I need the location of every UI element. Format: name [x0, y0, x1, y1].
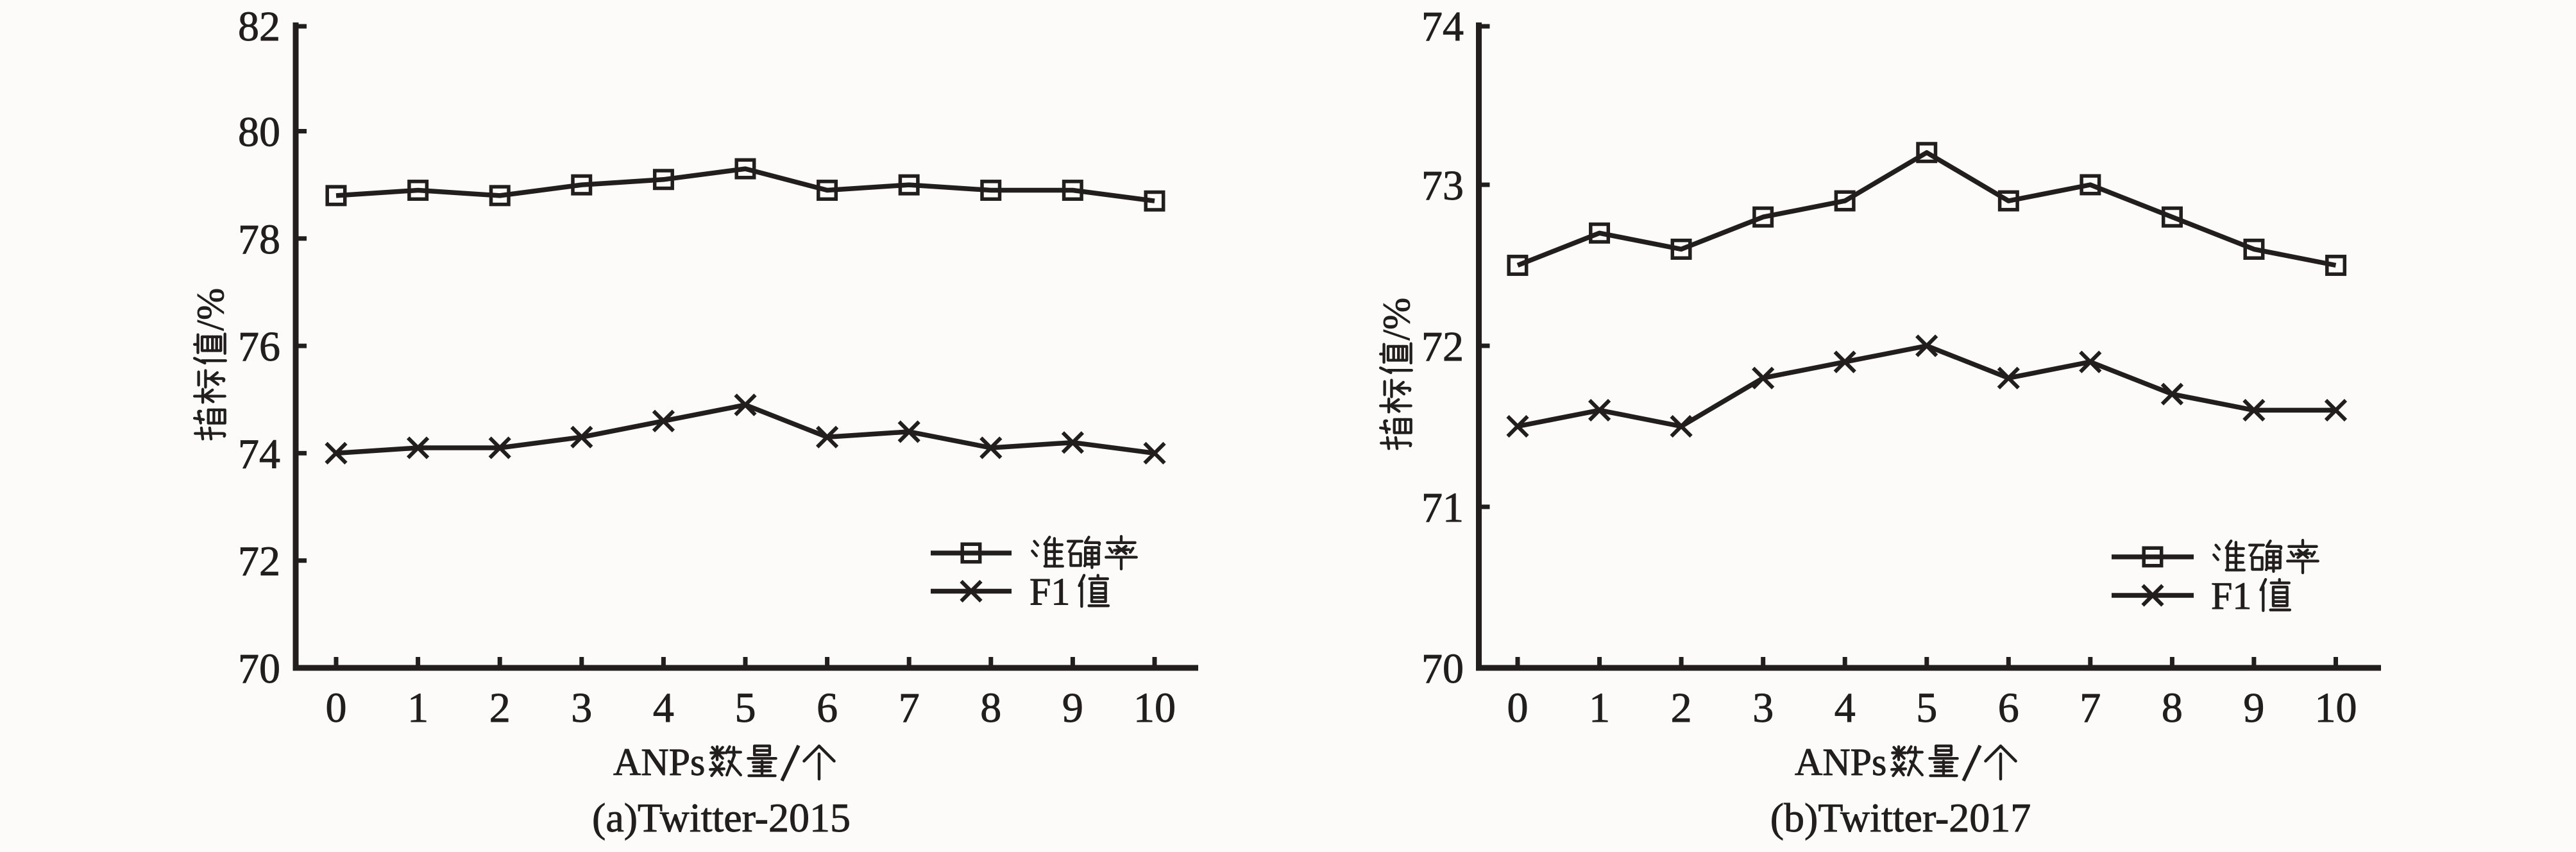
svg-text:4: 4: [1835, 685, 1856, 731]
svg-text:82: 82: [238, 3, 280, 50]
svg-text:8: 8: [2162, 685, 2183, 731]
svg-text:71: 71: [1421, 484, 1464, 531]
svg-text:0: 0: [1507, 685, 1529, 731]
svg-text:72: 72: [238, 538, 280, 585]
svg-text:(b)Twitter-2017: (b)Twitter-2017: [1770, 795, 2031, 840]
svg-text:ANPs: ANPs: [613, 741, 705, 783]
svg-text:4: 4: [653, 685, 674, 731]
svg-text:9: 9: [1062, 685, 1083, 731]
svg-text:2: 2: [1671, 685, 1692, 731]
svg-text:2: 2: [489, 685, 511, 731]
svg-text:F1: F1: [2211, 575, 2251, 617]
svg-text:3: 3: [571, 685, 592, 731]
svg-text:78: 78: [238, 216, 280, 263]
svg-text:72: 72: [1421, 323, 1464, 370]
svg-text:70: 70: [238, 645, 280, 692]
svg-text:7: 7: [899, 685, 920, 731]
svg-text:5: 5: [1916, 685, 1937, 731]
svg-text:10: 10: [2315, 685, 2357, 731]
svg-text:0: 0: [326, 685, 347, 731]
svg-text:76: 76: [238, 323, 280, 370]
svg-text:6: 6: [817, 685, 838, 731]
svg-text:/%: /%: [1375, 298, 1418, 341]
svg-text:6: 6: [1998, 685, 2019, 731]
svg-text:73: 73: [1421, 162, 1464, 209]
svg-text:80: 80: [238, 109, 280, 156]
svg-text:74: 74: [1421, 3, 1464, 50]
svg-text:3: 3: [1752, 685, 1774, 731]
svg-text:70: 70: [1421, 645, 1464, 692]
svg-text:ANPs: ANPs: [1795, 741, 1886, 783]
svg-text:1: 1: [1589, 685, 1610, 731]
svg-text:5: 5: [735, 685, 756, 731]
svg-text:F1: F1: [1030, 571, 1070, 613]
svg-text:/%: /%: [189, 288, 232, 331]
svg-text:(a)Twitter-2015: (a)Twitter-2015: [592, 795, 851, 840]
svg-text:7: 7: [2080, 685, 2101, 731]
svg-text:8: 8: [980, 685, 1001, 731]
svg-text:9: 9: [2243, 685, 2264, 731]
svg-text:1: 1: [407, 685, 428, 731]
svg-text:74: 74: [238, 430, 280, 477]
svg-text:10: 10: [1133, 685, 1176, 731]
